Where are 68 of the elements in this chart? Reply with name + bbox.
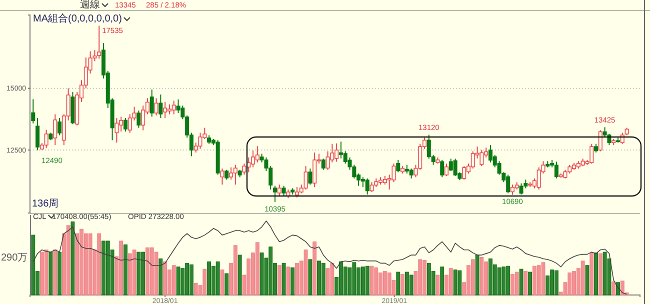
bar	[238, 254, 242, 296]
bar	[409, 274, 414, 296]
bar	[612, 281, 616, 296]
bar	[75, 233, 80, 296]
bar	[163, 261, 168, 296]
bar	[453, 270, 458, 296]
bar	[124, 244, 128, 296]
bar	[88, 233, 92, 296]
bar	[176, 266, 180, 296]
bar	[70, 221, 75, 296]
bar	[220, 270, 224, 296]
bar	[541, 262, 546, 296]
bar	[158, 258, 163, 296]
bar	[277, 265, 282, 296]
bar	[136, 252, 141, 296]
bar	[48, 252, 53, 296]
bar	[224, 273, 229, 296]
bar	[154, 252, 158, 296]
bar	[598, 253, 602, 296]
bar	[400, 274, 404, 296]
bar	[502, 266, 506, 296]
bar	[370, 266, 374, 296]
text: 290万	[1, 252, 28, 264]
bar	[31, 234, 36, 296]
bar	[66, 225, 70, 296]
bar	[528, 272, 532, 296]
bar	[448, 268, 453, 296]
candlestick	[36, 117, 40, 151]
bar	[260, 252, 264, 296]
bar	[396, 272, 400, 296]
bar	[290, 267, 295, 296]
bar	[602, 252, 607, 296]
bar	[554, 270, 558, 296]
bar	[321, 262, 326, 296]
bar	[440, 266, 444, 296]
bar	[585, 265, 590, 296]
bar	[480, 257, 484, 296]
bar	[172, 265, 176, 296]
bar	[312, 241, 317, 296]
bar	[255, 242, 260, 296]
bar	[286, 266, 290, 296]
candlestick	[31, 98, 36, 124]
bar	[519, 268, 524, 296]
bar	[524, 271, 528, 296]
annotation: 136周	[32, 198, 59, 210]
bar	[132, 250, 136, 296]
bar	[470, 259, 475, 296]
bar	[216, 261, 220, 296]
bar	[282, 262, 286, 296]
bar	[44, 250, 48, 296]
candlestick	[251, 150, 256, 168]
bar	[53, 250, 58, 296]
bar	[458, 270, 462, 296]
candlestick	[53, 114, 58, 146]
bar	[475, 254, 480, 296]
bar	[308, 259, 312, 296]
bar	[304, 250, 308, 296]
bar	[594, 252, 598, 296]
bar	[590, 252, 594, 296]
annotation: MA組合(0,0,0,0,0,0)	[33, 12, 122, 24]
bar	[233, 245, 238, 296]
bar	[514, 272, 519, 296]
bar	[330, 262, 334, 296]
bar	[580, 260, 585, 296]
bar	[497, 267, 502, 296]
bar	[436, 274, 440, 296]
bar	[365, 266, 370, 296]
bar	[58, 252, 62, 296]
